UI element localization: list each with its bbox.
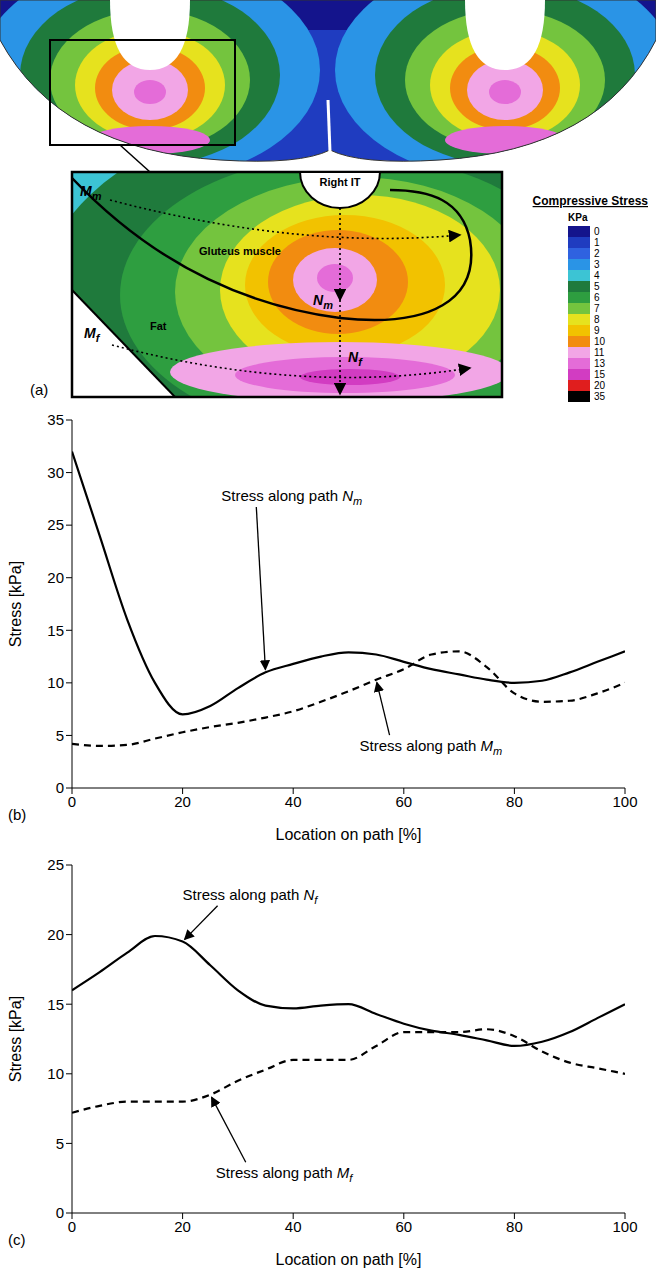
svg-text:15: 15 <box>47 996 64 1013</box>
svg-text:Location on path [%]: Location on path [%] <box>276 1251 422 1268</box>
svg-text:Nf: Nf <box>348 349 363 368</box>
svg-text:11: 11 <box>594 347 605 358</box>
svg-text:Mf: Mf <box>84 325 101 344</box>
svg-text:0: 0 <box>56 1204 64 1221</box>
svg-text:100: 100 <box>612 793 637 810</box>
svg-text:Nm: Nm <box>313 292 333 311</box>
svg-text:0: 0 <box>68 793 76 810</box>
svg-text:7: 7 <box>594 303 600 314</box>
svg-text:Stress along path Nm: Stress along path Nm <box>221 487 362 507</box>
svg-text:Stress along path Mf: Stress along path Mf <box>216 1164 353 1184</box>
svg-text:8: 8 <box>594 314 600 325</box>
svg-text:80: 80 <box>506 1218 523 1235</box>
svg-text:Mm: Mm <box>80 183 102 202</box>
svg-text:1: 1 <box>594 237 600 248</box>
svg-text:Stress [kPa]: Stress [kPa] <box>7 996 24 1082</box>
svg-text:15: 15 <box>47 622 64 639</box>
svg-text:3: 3 <box>594 259 600 270</box>
svg-text:25: 25 <box>47 856 64 873</box>
svg-text:15: 15 <box>594 369 606 380</box>
svg-text:20: 20 <box>174 793 191 810</box>
svg-text:4: 4 <box>594 270 600 281</box>
svg-text:Gluteus muscle: Gluteus muscle <box>199 245 281 257</box>
svg-text:10: 10 <box>47 674 64 691</box>
svg-text:80: 80 <box>506 793 523 810</box>
svg-text:Compressive Stress: Compressive Stress <box>533 194 649 208</box>
svg-text:Stress along path Mm: Stress along path Mm <box>360 737 503 757</box>
svg-text:0: 0 <box>594 226 600 237</box>
svg-text:KPa: KPa <box>568 212 588 223</box>
svg-text:20: 20 <box>594 380 606 391</box>
svg-text:Right IT: Right IT <box>320 176 361 188</box>
svg-text:0: 0 <box>56 779 64 796</box>
svg-text:100: 100 <box>612 1218 637 1235</box>
svg-text:5: 5 <box>594 281 600 292</box>
svg-text:60: 60 <box>395 1218 412 1235</box>
svg-text:(b): (b) <box>8 806 26 823</box>
svg-text:5: 5 <box>56 727 64 744</box>
svg-text:40: 40 <box>285 793 302 810</box>
svg-text:10: 10 <box>594 336 606 347</box>
svg-text:9: 9 <box>594 325 600 336</box>
svg-text:30: 30 <box>47 464 64 481</box>
svg-text:60: 60 <box>395 793 412 810</box>
svg-text:Fat: Fat <box>150 320 167 332</box>
svg-text:20: 20 <box>47 926 64 943</box>
svg-text:Stress along path Nf: Stress along path Nf <box>183 886 319 906</box>
svg-text:35: 35 <box>47 411 64 428</box>
svg-text:10: 10 <box>47 1065 64 1082</box>
svg-text:20: 20 <box>174 1218 191 1235</box>
svg-text:2: 2 <box>594 248 600 259</box>
svg-text:40: 40 <box>285 1218 302 1235</box>
svg-text:20: 20 <box>47 569 64 586</box>
svg-text:(c): (c) <box>8 1231 26 1248</box>
svg-text:Stress [kPa]: Stress [kPa] <box>7 561 24 647</box>
svg-text:25: 25 <box>47 516 64 533</box>
svg-text:6: 6 <box>594 292 600 303</box>
svg-text:Location on path [%]: Location on path [%] <box>276 826 422 843</box>
svg-text:5: 5 <box>56 1135 64 1152</box>
svg-text:0: 0 <box>68 1218 76 1235</box>
svg-text:35: 35 <box>594 391 606 402</box>
svg-text:13: 13 <box>594 358 606 369</box>
svg-text:(a): (a) <box>30 381 48 398</box>
